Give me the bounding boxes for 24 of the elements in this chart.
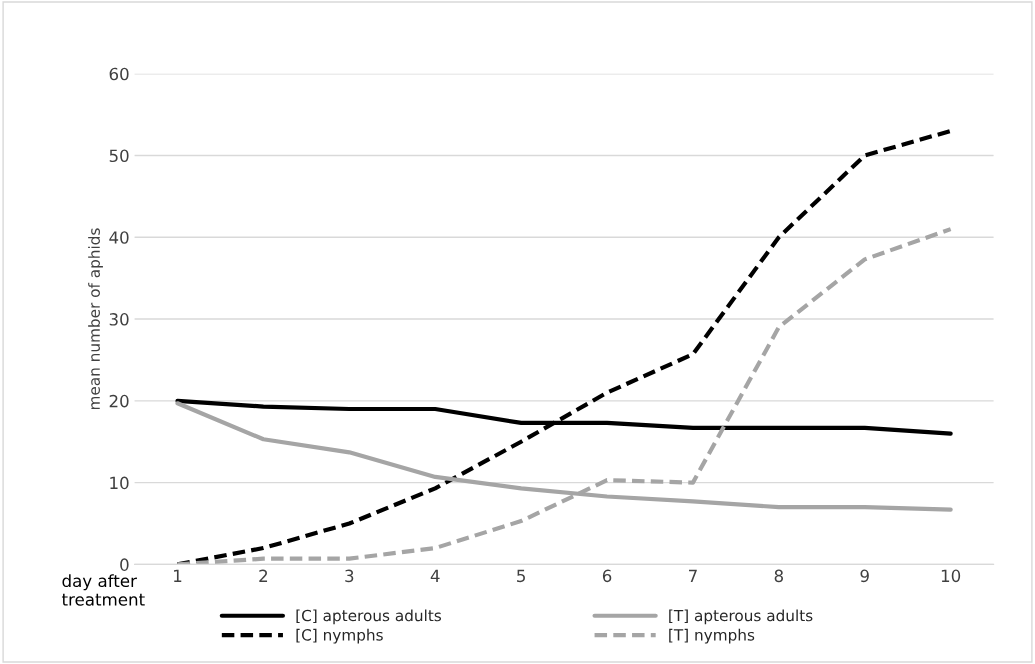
x-tick-label: 8 bbox=[774, 569, 783, 583]
x-axis-title: day after treatment bbox=[61, 574, 145, 606]
y-tick-label: 10 bbox=[110, 476, 129, 490]
legend-label: [C] nymphs bbox=[296, 628, 383, 644]
x-tick-label: 7 bbox=[689, 569, 697, 582]
x-tick-label: 9 bbox=[860, 569, 869, 583]
x-tick-label: 4 bbox=[430, 569, 440, 582]
x-tick-label: 6 bbox=[602, 569, 612, 583]
y-tick-label: 0 bbox=[120, 558, 129, 571]
x-tick-label: 2 bbox=[259, 569, 268, 582]
x-tick-label: 5 bbox=[517, 569, 525, 583]
x-tick-label: 10 bbox=[941, 569, 961, 583]
y-tick-label: 40 bbox=[109, 231, 129, 244]
x-tick-label: 1 bbox=[174, 569, 182, 582]
legend-label: [C] apterous adults bbox=[296, 609, 442, 625]
y-axis-title: mean number of aphids bbox=[88, 228, 103, 410]
y-tick-label: 60 bbox=[109, 67, 129, 81]
y-tick-label: 50 bbox=[109, 149, 129, 163]
line-series bbox=[175, 227, 953, 565]
x-tick-label: 3 bbox=[345, 569, 354, 583]
y-tick-label: 30 bbox=[109, 313, 129, 326]
legend-label: [T] nymphs bbox=[669, 628, 755, 644]
legend-label: [T] apterous adults bbox=[669, 609, 813, 625]
y-tick-label: 20 bbox=[109, 394, 129, 408]
